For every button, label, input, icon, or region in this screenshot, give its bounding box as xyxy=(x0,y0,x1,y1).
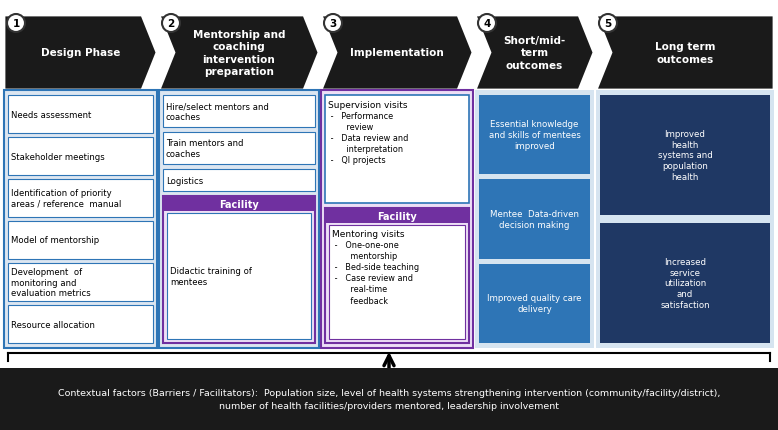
Bar xyxy=(163,197,315,343)
Text: Improved
health
systems and
population
health: Improved health systems and population h… xyxy=(657,130,713,181)
Text: Mentee  Data-driven
decision making: Mentee Data-driven decision making xyxy=(490,210,579,229)
Bar xyxy=(167,214,311,339)
Text: Increased
service
utilization
and
satisfaction: Increased service utilization and satisf… xyxy=(661,258,710,309)
Text: Facility: Facility xyxy=(219,199,259,209)
Bar xyxy=(475,91,594,348)
Text: Logistics: Logistics xyxy=(166,176,203,185)
Text: Long term
outcomes: Long term outcomes xyxy=(655,42,715,64)
Bar xyxy=(163,96,315,128)
Text: Hire/select mentors and
coaches: Hire/select mentors and coaches xyxy=(166,102,269,121)
Circle shape xyxy=(7,15,25,33)
Text: 3: 3 xyxy=(329,19,337,29)
Text: Mentorship and
coaching
intervention
preparation: Mentorship and coaching intervention pre… xyxy=(193,30,286,77)
Bar xyxy=(8,96,153,134)
Polygon shape xyxy=(4,16,157,91)
Polygon shape xyxy=(475,16,594,91)
Text: Didactic training of
mentees: Didactic training of mentees xyxy=(170,267,252,286)
Text: Contextual factors (Barriers / Facilitators):  Population size, level of health : Contextual factors (Barriers / Facilitat… xyxy=(58,388,720,410)
Text: 5: 5 xyxy=(605,19,612,29)
Text: 1: 1 xyxy=(12,19,19,29)
Polygon shape xyxy=(321,16,473,91)
Bar xyxy=(325,209,469,343)
Bar xyxy=(325,209,469,224)
Text: Short/mid-
term
outcomes: Short/mid- term outcomes xyxy=(503,36,566,71)
Bar xyxy=(329,225,465,339)
Bar xyxy=(8,138,153,175)
Text: Development  of
monitoring and
evaluation metrics: Development of monitoring and evaluation… xyxy=(11,267,91,297)
Text: -   One-one-one
       mentorship
 -   Bed-side teaching
 -   Case review and
  : - One-one-one mentorship - Bed-side teac… xyxy=(332,240,419,305)
Bar xyxy=(8,305,153,343)
Bar xyxy=(4,91,157,348)
Text: Essential knowledge
and skills of mentees
improved: Essential knowledge and skills of mentee… xyxy=(489,120,580,150)
Bar xyxy=(321,91,473,348)
Circle shape xyxy=(324,15,342,33)
Bar xyxy=(479,264,590,343)
Text: Needs assessment: Needs assessment xyxy=(11,110,91,119)
Bar xyxy=(163,169,315,191)
Text: Improved quality care
delivery: Improved quality care delivery xyxy=(487,294,582,313)
Polygon shape xyxy=(159,16,319,91)
Text: 4: 4 xyxy=(483,19,491,29)
Text: Implementation: Implementation xyxy=(350,49,444,58)
Text: Resource allocation: Resource allocation xyxy=(11,320,95,329)
Text: Facility: Facility xyxy=(377,211,417,221)
Bar xyxy=(596,91,774,348)
Bar xyxy=(163,133,315,165)
Text: Train mentors and
coaches: Train mentors and coaches xyxy=(166,139,244,158)
Text: Design Phase: Design Phase xyxy=(40,49,120,58)
Bar xyxy=(325,96,469,203)
Bar xyxy=(159,91,319,348)
Bar xyxy=(8,180,153,218)
Bar xyxy=(8,264,153,301)
Text: Mentoring visits: Mentoring visits xyxy=(332,230,405,239)
Bar xyxy=(479,180,590,259)
Bar xyxy=(600,224,770,343)
Text: -   Performance
       review
 -   Data review and
       interpretation
 -   QI: - Performance review - Data review and i… xyxy=(328,112,408,165)
Text: Model of mentorship: Model of mentorship xyxy=(11,236,99,245)
Text: Identification of priority
areas / reference  manual: Identification of priority areas / refer… xyxy=(11,189,121,208)
Text: Supervision visits: Supervision visits xyxy=(328,101,408,110)
Text: Stakeholder meetings: Stakeholder meetings xyxy=(11,152,105,161)
Circle shape xyxy=(478,15,496,33)
Text: 2: 2 xyxy=(167,19,174,29)
Bar xyxy=(479,96,590,175)
Bar xyxy=(600,96,770,215)
Circle shape xyxy=(599,15,617,33)
Bar xyxy=(0,368,778,430)
Circle shape xyxy=(162,15,180,33)
Polygon shape xyxy=(596,16,774,91)
Bar xyxy=(8,221,153,259)
Bar xyxy=(163,197,315,212)
